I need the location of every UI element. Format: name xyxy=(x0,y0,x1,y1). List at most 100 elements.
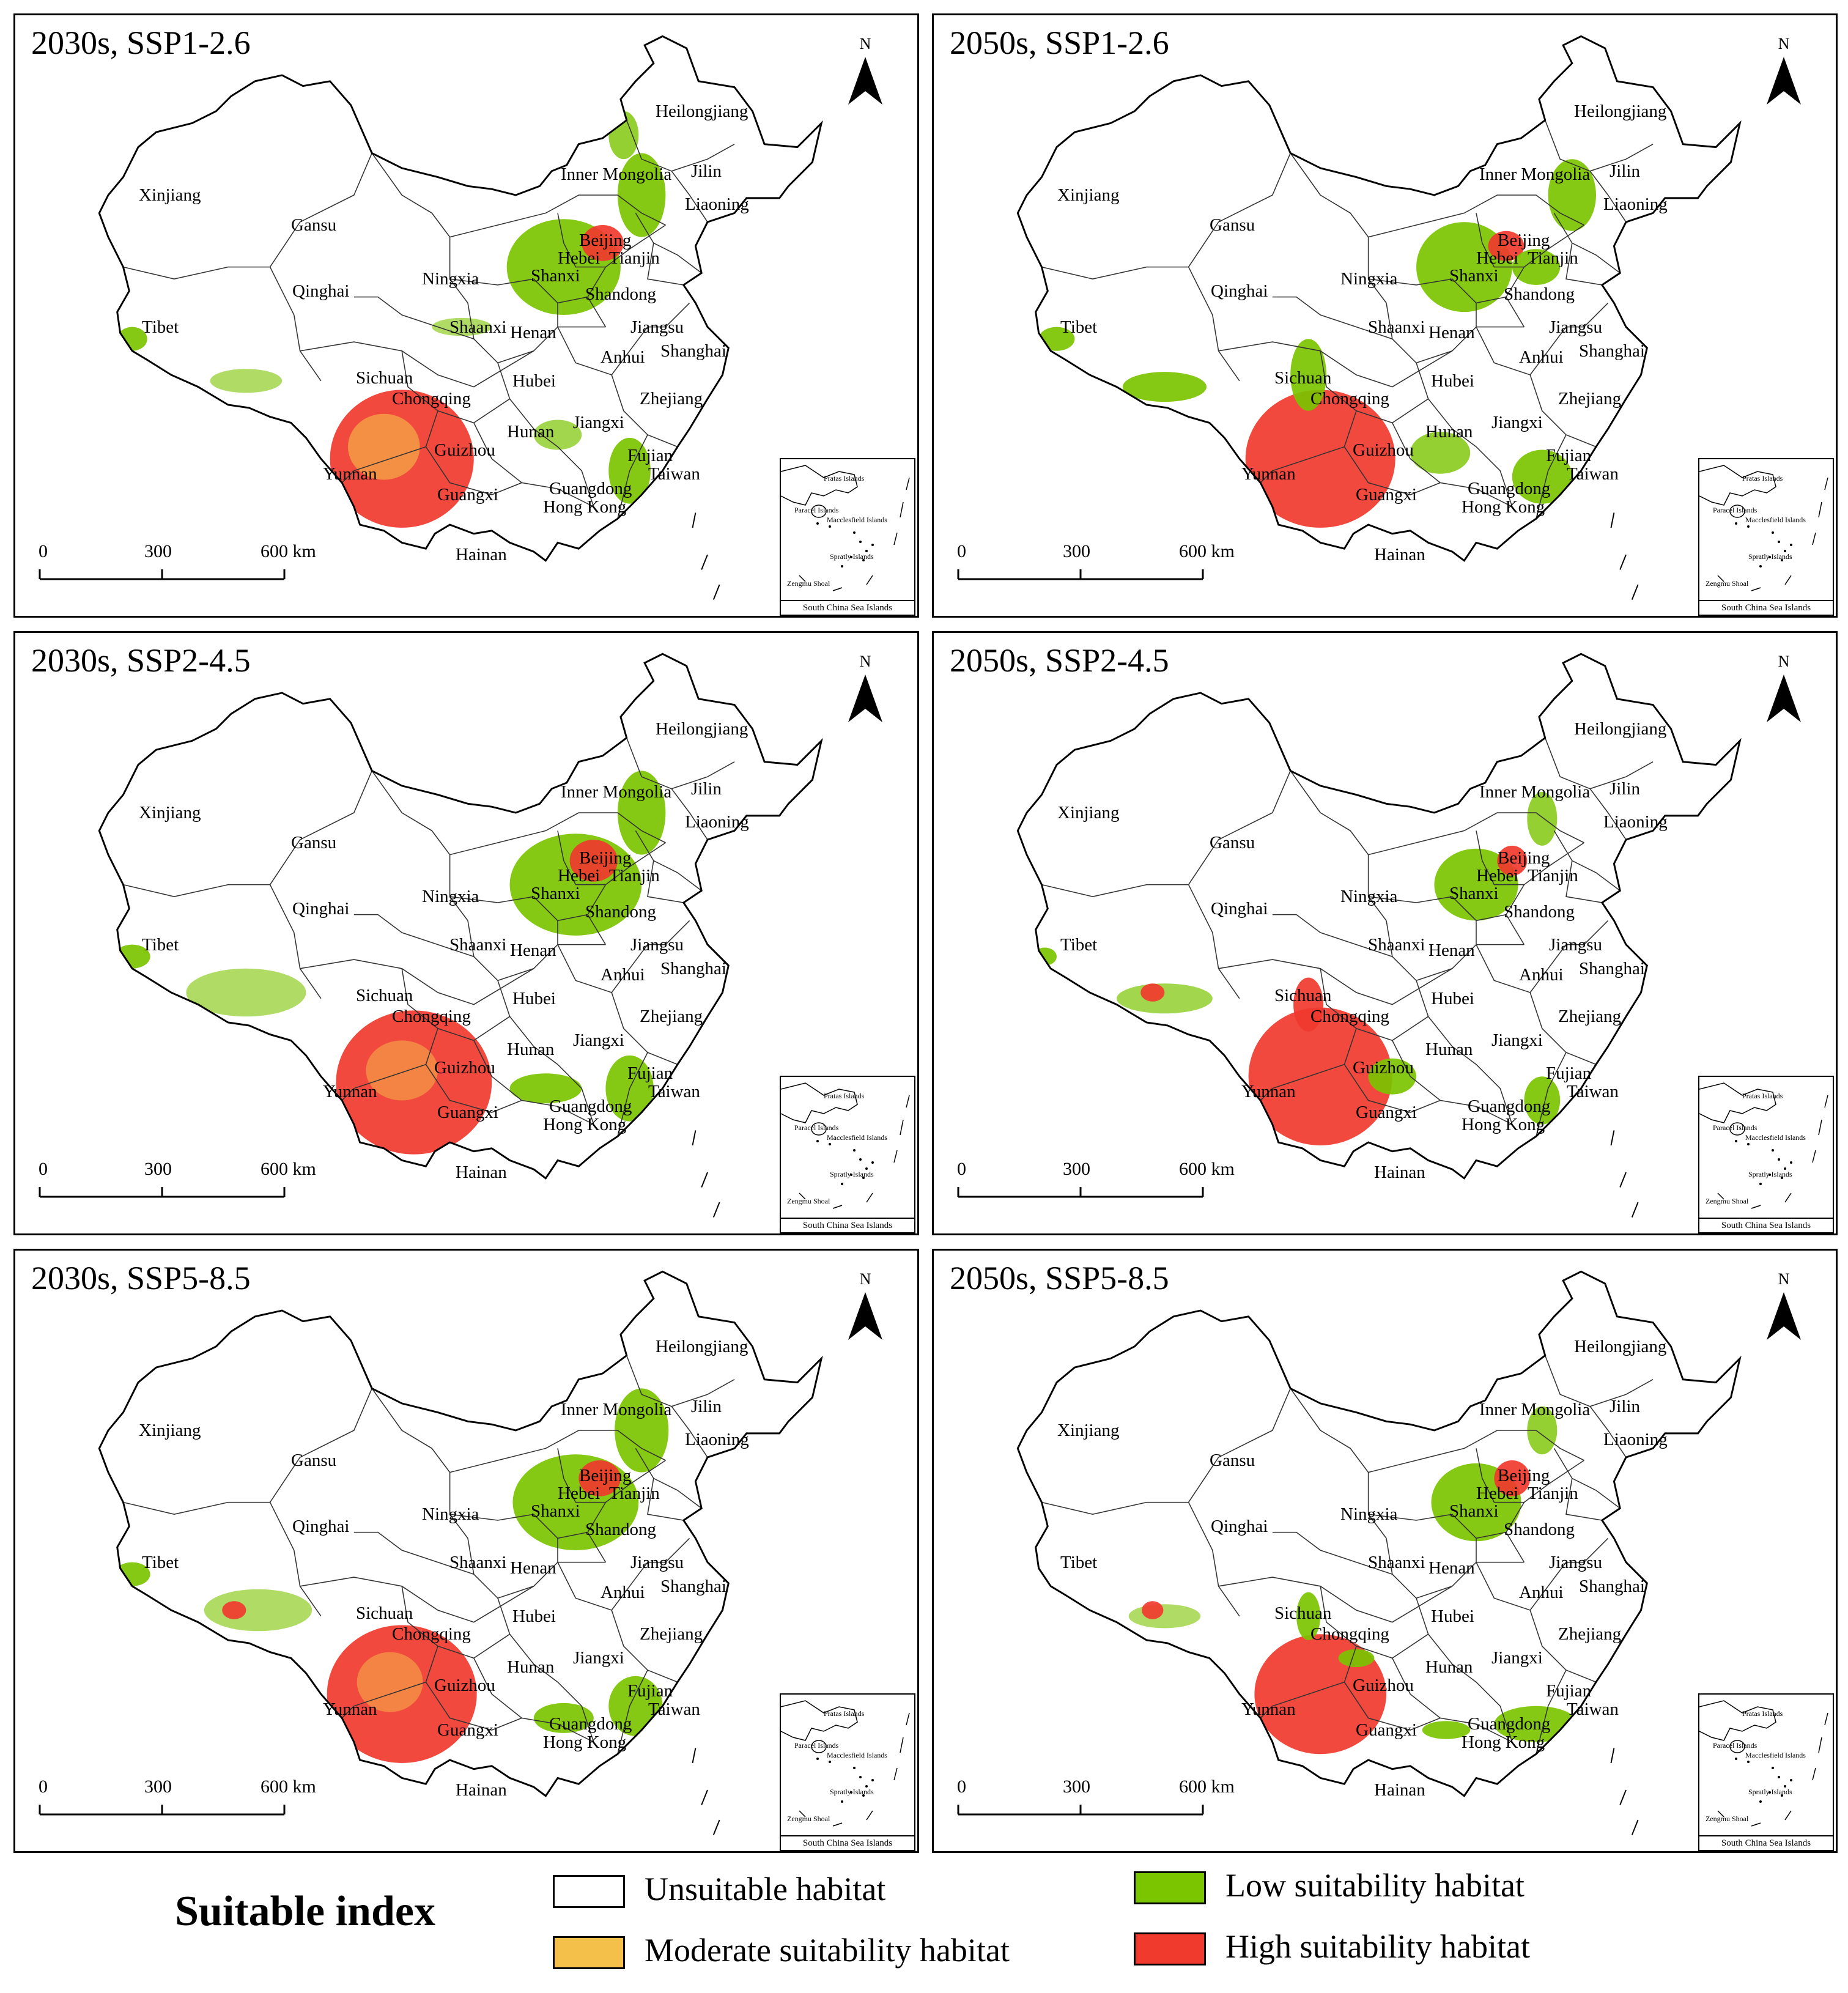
low-suitability-patch xyxy=(509,1073,582,1104)
north-arrow-icon: N xyxy=(844,35,887,114)
inset-label: Pratas Islands xyxy=(824,1709,865,1718)
province-label: Chongqing xyxy=(1310,389,1389,409)
province-label: Liaoning xyxy=(685,194,749,214)
province-label: Guangxi xyxy=(1356,1103,1417,1122)
province-boundary xyxy=(1589,1406,1627,1458)
province-label: Qinghai xyxy=(1211,281,1268,301)
province-boundary xyxy=(617,1669,648,1755)
province-boundary xyxy=(123,1501,270,1515)
province-boundary xyxy=(611,992,678,1065)
province-boundary xyxy=(1272,1531,1393,1575)
province-label: Jilin xyxy=(1610,1397,1640,1416)
province-label: Chongqing xyxy=(392,1007,471,1026)
province-boundary xyxy=(449,896,588,922)
province-label: Guangxi xyxy=(1356,1720,1417,1740)
province-label: Gansu xyxy=(291,1451,337,1470)
province-label: Gansu xyxy=(291,215,337,235)
province-boundary xyxy=(1218,959,1453,1005)
province-boundary xyxy=(611,1610,678,1683)
scale-bar: 0 300 600 km xyxy=(39,1159,316,1202)
province-label: Yunnan xyxy=(1241,464,1296,484)
province-label: Tibet xyxy=(142,317,179,337)
country-outline xyxy=(98,1270,823,1797)
province-label: Qinghai xyxy=(1211,1517,1268,1536)
province-boundary xyxy=(473,1658,594,1743)
province-boundary xyxy=(671,1406,708,1458)
province-label: Zhejiang xyxy=(1558,389,1622,409)
province-label: Tibet xyxy=(142,935,179,955)
province-label: Fujian xyxy=(627,1681,673,1701)
province-label: Hainan xyxy=(1374,1163,1425,1182)
north-label: N xyxy=(1778,35,1790,53)
province-boundary xyxy=(1589,788,1627,840)
province-boundary xyxy=(1416,980,1513,1125)
province-label: Shandong xyxy=(585,902,656,922)
low-suitability-patch xyxy=(533,420,582,450)
province-label: Sichuan xyxy=(1274,986,1332,1005)
province-label: Anhui xyxy=(1519,1583,1564,1602)
province-label: Guangdong xyxy=(1468,1096,1551,1116)
low-suitability-patch xyxy=(1422,1721,1471,1739)
north-label: N xyxy=(859,35,871,53)
province-boundary xyxy=(353,296,475,339)
province-label: Guangxi xyxy=(1356,485,1417,505)
province-label: Taiwan xyxy=(648,1699,700,1719)
south-china-sea-inset: Pratas Islands Paracel Islands Macclesfiel… xyxy=(1698,1693,1834,1851)
province-boundary xyxy=(1218,1577,1453,1623)
province-label: Jiangsu xyxy=(1549,1553,1602,1572)
province-label: Xinjiang xyxy=(139,803,201,823)
high-suitability-patch xyxy=(1142,1601,1164,1619)
inset-label: Macclesfield Islands xyxy=(827,1133,887,1142)
province-label: Shanghai xyxy=(1579,1577,1645,1596)
province-label: Beijing xyxy=(1498,1466,1550,1485)
china-map xyxy=(1016,653,1742,1218)
scale-bar: 0 300 600 km xyxy=(39,1777,316,1819)
scale-tick-label: 0 xyxy=(957,1777,966,1797)
province-label: Hong Kong xyxy=(1462,497,1545,517)
province-label: Hebei xyxy=(1476,248,1519,268)
inset-label: Paracel Islands xyxy=(794,506,839,514)
province-boundary xyxy=(1368,278,1507,304)
province-label: Shanxi xyxy=(1449,1501,1499,1521)
province-boundary xyxy=(425,1682,522,1731)
province-boundary xyxy=(1343,1682,1441,1731)
province-label: Qinghai xyxy=(292,281,350,301)
province-label: Henan xyxy=(510,941,556,960)
province-label: Hainan xyxy=(456,545,507,564)
province-label: Liaoning xyxy=(685,812,749,832)
high-suitability-patch xyxy=(582,225,624,261)
province-label: Hubei xyxy=(1431,989,1474,1008)
province-label: Tianjin xyxy=(609,1484,660,1503)
province-label: Beijing xyxy=(1498,848,1550,868)
province-label: Tianjin xyxy=(1528,1484,1578,1503)
province-label: Liaoning xyxy=(685,1430,749,1449)
low-suitability-patch xyxy=(204,1589,312,1632)
inset-label: Spratly Islands xyxy=(1748,1170,1792,1178)
province-label: Inner Mongolia xyxy=(1479,1400,1591,1419)
province-label: Heilongjiang xyxy=(1574,1337,1667,1356)
province-label: Inner Mongolia xyxy=(561,782,672,802)
province-label: Jilin xyxy=(691,779,722,799)
province-boundary xyxy=(1589,171,1627,223)
province-boundary xyxy=(1368,896,1507,922)
province-boundary xyxy=(1536,1052,1567,1137)
province-boundary xyxy=(300,1577,534,1623)
province-label: Jiangsu xyxy=(630,935,684,955)
legend-title: Suitable index xyxy=(175,1888,435,1935)
province-label: Inner Mongolia xyxy=(561,165,672,184)
province-label: Jiangxi xyxy=(573,413,624,432)
province-label: Jiangsu xyxy=(630,317,684,337)
province-boundary xyxy=(1260,410,1357,483)
province-boundary xyxy=(557,1448,606,1503)
province-label: Tibet xyxy=(1060,935,1098,955)
province-boundary xyxy=(1565,243,1602,286)
province-label: Shandong xyxy=(585,1520,656,1539)
province-boundary xyxy=(1041,884,1189,898)
china-map xyxy=(1016,1270,1742,1835)
province-label: Hong Kong xyxy=(1462,1115,1545,1134)
inset-label: Macclesfield Islands xyxy=(1745,1751,1806,1759)
province-label: Hong Kong xyxy=(543,1115,627,1134)
province-boundary xyxy=(341,1028,438,1101)
province-label: Sichuan xyxy=(356,368,413,388)
high-suitability-patch xyxy=(1494,1460,1531,1496)
